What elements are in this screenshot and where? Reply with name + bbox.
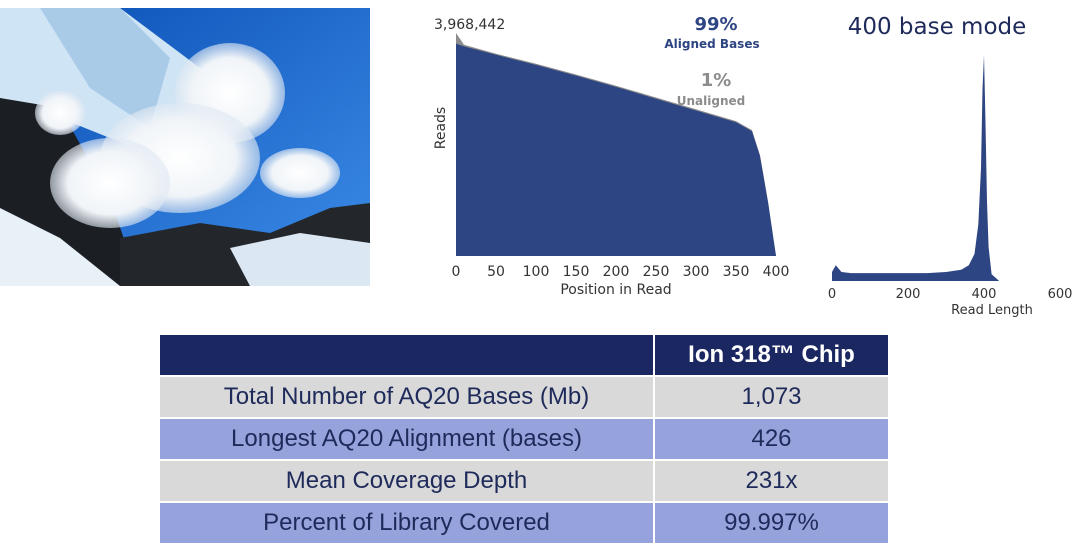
max-read-label: 3,968,442 (434, 17, 505, 33)
x-tick-label: 0 (452, 264, 461, 280)
x-axis-label: Read Length (951, 303, 1033, 318)
unaligned-label: Unaligned (677, 94, 745, 108)
row-value: 231x (655, 461, 888, 501)
x-tick-label: 600 (1048, 287, 1073, 302)
chart-title: 400 base mode (848, 14, 1027, 40)
unaligned-percent: 1% (701, 70, 732, 91)
snow-slope (0, 208, 120, 286)
header-chip: Ion 318™ Chip (655, 335, 888, 375)
aligned-label: Aligned Bases (664, 37, 759, 51)
row-value: 99.997% (655, 503, 888, 543)
table-header-row: Ion 318™ Chip (160, 335, 888, 375)
x-tick-label: 350 (723, 264, 750, 280)
row-value: 426 (655, 419, 888, 459)
snow-cloud (260, 148, 340, 198)
table-row: Longest AQ20 Alignment (bases) 426 (160, 419, 888, 459)
x-tick-label: 400 (763, 264, 790, 280)
x-tick-label: 50 (487, 264, 505, 280)
x-tick-label: 250 (643, 264, 670, 280)
row-label: Mean Coverage Depth (160, 461, 655, 501)
row-value: 1,073 (655, 377, 888, 417)
coverage-chart: 0 50 100 150 200 250 300 350 400 3,968,442 99% A… (433, 14, 790, 298)
read-length-area (832, 55, 1000, 281)
header-metric (160, 335, 655, 375)
x-tick-label: 200 (896, 287, 921, 302)
avalanche-photo (0, 8, 370, 286)
x-tick-label: 100 (523, 264, 550, 280)
row-label: Percent of Library Covered (160, 503, 655, 543)
snow-patch (230, 233, 370, 286)
aligned-area (456, 43, 776, 256)
x-tick-labels: 0 200 400 600 (828, 287, 1073, 302)
x-tick-labels: 0 50 100 150 200 250 300 350 400 (452, 264, 790, 280)
aligned-percent: 99% (694, 14, 737, 35)
x-tick-label: 150 (563, 264, 590, 280)
row-label: Longest AQ20 Alignment (bases) (160, 419, 655, 459)
x-tick-label: 300 (683, 264, 710, 280)
x-tick-label: 0 (828, 287, 836, 302)
table-row: Mean Coverage Depth 231x (160, 461, 888, 501)
snow-cloud (50, 138, 170, 228)
table-row: Percent of Library Covered 99.997% (160, 503, 888, 543)
table-row: Total Number of AQ20 Bases (Mb) 1,073 (160, 377, 888, 417)
stats-table: Ion 318™ Chip Total Number of AQ20 Bases… (160, 333, 888, 545)
ice-cliff-shade (40, 8, 170, 128)
snow-cloud (35, 91, 85, 135)
row-label: Total Number of AQ20 Bases (Mb) (160, 377, 655, 417)
x-tick-label: 200 (603, 264, 630, 280)
y-axis-label: Reads (433, 107, 449, 149)
x-axis-label: Position in Read (560, 282, 671, 298)
x-tick-label: 400 (972, 287, 997, 302)
read-length-chart: 400 base mode 0 200 400 600 Read Length (828, 14, 1073, 318)
